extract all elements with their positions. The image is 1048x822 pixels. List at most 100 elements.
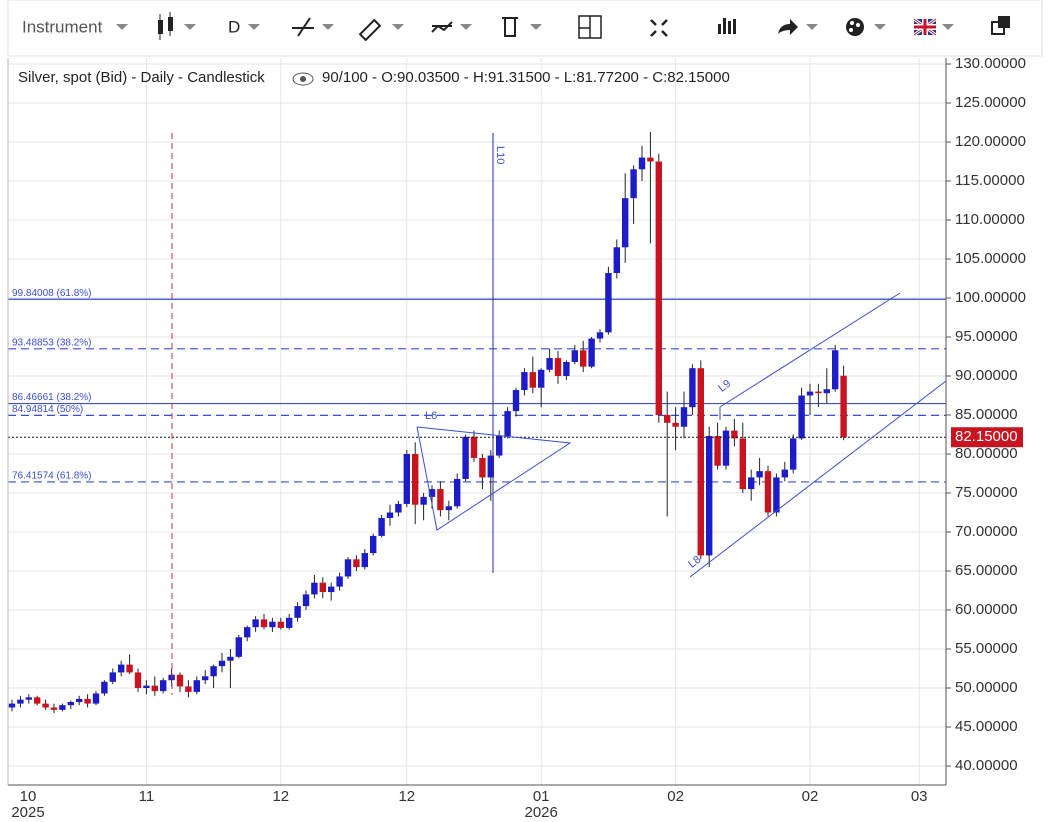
candle-body bbox=[294, 606, 301, 618]
share-button[interactable] bbox=[778, 19, 818, 35]
candle-body bbox=[454, 478, 461, 507]
y-tick-label: 75.00000 bbox=[955, 484, 1018, 501]
candle-body bbox=[17, 699, 24, 704]
candle-body bbox=[151, 685, 158, 692]
candle-body bbox=[664, 415, 671, 423]
candle-body bbox=[59, 705, 66, 710]
last-price-box bbox=[951, 427, 1023, 448]
period-button[interactable]: D bbox=[228, 17, 260, 36]
candle-body bbox=[143, 685, 150, 688]
toolbar bbox=[7, 0, 1043, 57]
candle-body bbox=[118, 664, 125, 673]
candle-body bbox=[512, 390, 520, 412]
candle-body bbox=[596, 332, 604, 339]
ruler-button[interactable] bbox=[358, 18, 404, 42]
candle-body bbox=[462, 436, 469, 479]
candle-body bbox=[563, 361, 570, 376]
candle-body bbox=[252, 619, 259, 628]
y-tick-label: 70.00000 bbox=[955, 523, 1018, 540]
candle-body bbox=[445, 506, 452, 511]
x-year-label: 2025 bbox=[11, 804, 44, 821]
candle-body bbox=[286, 617, 293, 628]
candle-body bbox=[202, 676, 209, 681]
candle-body bbox=[8, 703, 16, 708]
y-tick-label: 125.00000 bbox=[955, 94, 1026, 111]
candle-body bbox=[319, 582, 326, 593]
candle-body bbox=[134, 672, 142, 688]
instrument-button[interactable]: Instrument bbox=[22, 17, 128, 36]
candle-body bbox=[361, 553, 368, 568]
candle-body bbox=[386, 512, 394, 518]
candle-body bbox=[496, 436, 503, 456]
x-tick-label: 02 bbox=[802, 788, 819, 805]
candle-body bbox=[722, 430, 730, 466]
candle-body bbox=[538, 369, 545, 388]
chart-type-button[interactable] bbox=[158, 12, 196, 40]
triangle-drawing bbox=[416, 426, 572, 531]
drawing-label: L9 bbox=[716, 378, 733, 395]
candle-body bbox=[428, 489, 436, 497]
x-tick-label: 11 bbox=[139, 788, 155, 805]
candle-body bbox=[470, 436, 478, 458]
y-tick-label: 80.00000 bbox=[955, 445, 1018, 462]
fullscreen-button[interactable] bbox=[650, 19, 668, 37]
candle-body bbox=[412, 454, 419, 505]
y-tick-label: 110.00000 bbox=[955, 211, 1025, 228]
candle-body bbox=[126, 664, 133, 673]
drawing-label: L8 bbox=[686, 554, 703, 571]
candle-body bbox=[815, 391, 822, 394]
crosshair-button[interactable] bbox=[578, 15, 602, 39]
y-tick-label: 65.00000 bbox=[955, 562, 1018, 579]
indicators-button[interactable] bbox=[718, 18, 736, 34]
theme-button[interactable] bbox=[846, 18, 886, 36]
y-tick-label: 40.00000 bbox=[955, 757, 1018, 774]
y-tick-label: 50.00000 bbox=[955, 679, 1018, 696]
candle-body bbox=[437, 489, 444, 511]
candle-body bbox=[227, 656, 234, 661]
y-tick-label: 95.00000 bbox=[955, 328, 1018, 345]
x-tick-label: 01 bbox=[533, 788, 550, 805]
eye-icon[interactable] bbox=[292, 72, 314, 86]
window-button[interactable] bbox=[991, 16, 1010, 35]
x-year-label: 2026 bbox=[525, 804, 558, 821]
candle-body bbox=[269, 621, 276, 628]
candle-body bbox=[176, 674, 184, 687]
candle-body bbox=[50, 707, 58, 710]
candle-body bbox=[605, 273, 612, 333]
y-tick-label: 45.00000 bbox=[955, 718, 1018, 735]
candle-body bbox=[823, 389, 830, 394]
fib-level-label: 93.48853 (38.2%) bbox=[12, 337, 92, 348]
x-tick-label: 02 bbox=[667, 788, 684, 805]
candle-body bbox=[76, 698, 83, 703]
eye-pupil[interactable] bbox=[300, 76, 306, 82]
candle-body bbox=[706, 436, 713, 556]
candle-body bbox=[529, 372, 536, 388]
line-tool-button[interactable] bbox=[292, 17, 334, 37]
candle-body bbox=[748, 477, 755, 490]
candle-body bbox=[185, 686, 192, 692]
eye-outline[interactable] bbox=[292, 72, 314, 86]
y-tick-label: 60.00000 bbox=[955, 601, 1018, 618]
candle-body bbox=[588, 338, 595, 367]
period-label[interactable]: D bbox=[228, 17, 240, 36]
candle-body bbox=[832, 350, 839, 390]
channel-lower bbox=[689, 380, 947, 578]
candle-body bbox=[101, 681, 108, 694]
candle-body bbox=[790, 438, 797, 470]
instrument-label[interactable]: Instrument bbox=[22, 17, 103, 36]
candle-body bbox=[739, 438, 746, 490]
candle-body bbox=[773, 477, 780, 513]
candle-body bbox=[370, 535, 377, 554]
candle-body bbox=[395, 503, 402, 513]
candle-body bbox=[193, 680, 200, 692]
language-button[interactable] bbox=[913, 17, 954, 37]
candle-body bbox=[479, 457, 486, 478]
dropdown-arrow[interactable] bbox=[116, 24, 128, 30]
candle-body bbox=[840, 375, 847, 438]
candle-body bbox=[84, 698, 91, 704]
candle-body bbox=[798, 395, 805, 439]
candle-body bbox=[697, 368, 704, 556]
delete-button[interactable] bbox=[502, 17, 542, 37]
pattern-button[interactable] bbox=[431, 21, 472, 33]
